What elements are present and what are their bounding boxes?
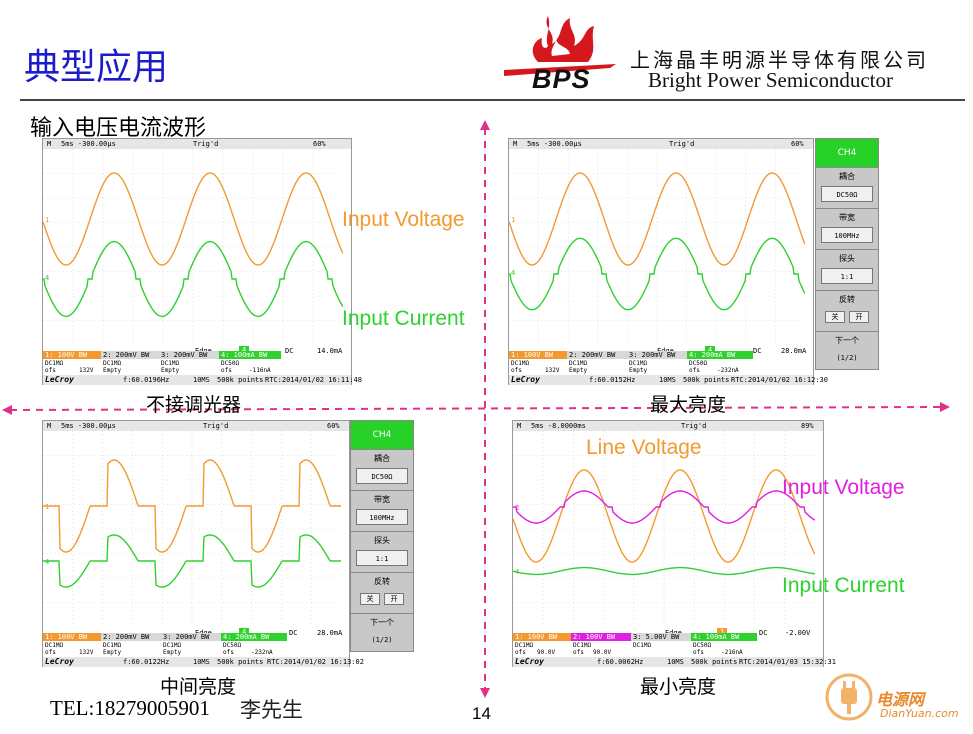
channel-bar: 1: 100V BW 2: 200mV BW 3: 200mV BW 4: 20…: [509, 351, 753, 359]
channel-cells: DC1MΩ DC1MΩ DC1MΩ DC50Ω ofs 90.0V ofs 90…: [515, 642, 743, 656]
probe-menu-item[interactable]: 探头 1:1: [816, 249, 878, 290]
channel-marker: 1: [45, 503, 49, 511]
channel-marker: 4: [515, 568, 519, 576]
scope-menu-icon: M: [517, 422, 522, 430]
trace-input-current: [43, 240, 343, 318]
invert-menu-item[interactable]: 反转关开: [816, 290, 878, 331]
scope-plot-1: 14: [43, 149, 343, 345]
scope-footer: LeCroy f:60.0196Hz 10MS 500k points RTC:…: [43, 375, 362, 385]
ch4-menu-head[interactable]: CH4: [351, 421, 413, 449]
scope-plot-2: 14: [509, 149, 805, 345]
channel-marker: 1: [45, 216, 49, 224]
coupling-menu-item[interactable]: 耦合 DC50Ω: [816, 167, 878, 208]
section-title: 输入电压电流波形: [30, 116, 207, 141]
channel-marker: 2: [515, 504, 519, 512]
channel-cells: DC1MΩ DC1MΩ DC1MΩ DC50Ω ofs 132V Empty E…: [45, 360, 271, 374]
invert-off-button[interactable]: 关: [825, 311, 845, 323]
channel-bar: 1: 100V BW 2: 100V BW 3: 5.00V BW 4: 100…: [513, 633, 757, 641]
company-name-cn: 上海晶丰明源半导体有限公司: [630, 48, 929, 72]
plug-icon: [825, 673, 873, 721]
scope-plot-4: 24: [513, 431, 815, 627]
page-number: 14: [472, 704, 491, 723]
arrow-up-icon: [480, 120, 490, 130]
invert-menu-item[interactable]: 反转关开: [351, 572, 413, 613]
scope-status-bar: M 5ms -300.00µs Trig'd 60%: [43, 421, 349, 431]
scope-menu-icon: M: [47, 140, 52, 148]
trace-input-voltage: [509, 172, 805, 266]
trigger-status: Trig'd: [193, 140, 219, 148]
quadrant-axes: [2, 120, 950, 698]
scope-screen-mid-brightness: M 5ms -300.00µs Trig'd 60% 14 Edge 4 DC …: [42, 420, 364, 667]
arrow-left-icon: [2, 405, 12, 415]
invert-on-button[interactable]: 开: [384, 593, 404, 605]
trace-input-voltage: [43, 459, 341, 553]
trace-input-current: [513, 566, 815, 576]
invert-on-button[interactable]: 开: [849, 311, 869, 323]
label-input-voltage: Input Voltage: [782, 476, 905, 499]
battery-level: 60%: [313, 140, 326, 148]
contact-name: 李先生: [240, 698, 303, 722]
trace-input-voltage: [513, 490, 815, 524]
contact-tel: TEL:18279005901: [50, 696, 210, 720]
label-line-voltage: Line Voltage: [586, 436, 702, 459]
scope-menu-icon: M: [47, 422, 52, 430]
label-input-current: Input Current: [782, 574, 905, 597]
scope-screen-max-brightness: M 5ms -300.00µs Trig'd 60% 14 Edge 4 DC …: [508, 138, 828, 385]
probe-menu-item[interactable]: 探头 1:1: [351, 531, 413, 572]
channel-cells: DC1MΩ DC1MΩ DC1MΩ DC50Ω ofs 132V Empty E…: [45, 642, 273, 656]
channel-marker: 4: [45, 274, 49, 282]
channel-marker: 4: [45, 558, 49, 566]
channel-marker: 1: [511, 216, 515, 224]
scope-status-bar: M 5ms -8.0000ms Trig'd 89%: [513, 421, 823, 431]
trace-input-current: [43, 534, 341, 588]
caption-min-brightness: 最小亮度: [640, 676, 717, 698]
timebase: 5ms -300.00µs: [61, 140, 116, 148]
watermark-url: DianYuan.com: [880, 707, 959, 720]
scope-screen-no-dimmer: M 5ms -300.00µs Trig'd 60% 14 Edge 4 DC …: [42, 138, 362, 385]
bandwidth-menu-item[interactable]: 带宽 100MHz: [816, 208, 878, 249]
header-divider: [20, 99, 965, 101]
channel-cells: DC1MΩ DC1MΩ DC1MΩ DC50Ω ofs 132V Empty E…: [511, 360, 739, 374]
ch4-menu: CH4 耦合 DC50Ω 带宽 100MHz 探头 1:1 反转关开 下一个 (1/2): [350, 420, 414, 652]
channel-marker: 4: [511, 269, 515, 277]
company-name-en: Bright Power Semiconductor: [648, 68, 893, 92]
ch4-menu-head[interactable]: CH4: [816, 139, 878, 167]
scope-screen-min-brightness: M 5ms -8.0000ms Trig'd 89% 24 Edge 1 DC …: [512, 420, 836, 667]
bandwidth-menu-item[interactable]: 带宽 100MHz: [351, 490, 413, 531]
watermark-name: 电源网: [876, 690, 925, 709]
scope-footer: LeCroy f:60.0152Hz 10MS 500k points RTC:…: [509, 375, 828, 385]
scope-menu-icon: M: [513, 140, 518, 148]
next-menu-item[interactable]: 下一个 (1/2): [351, 613, 413, 654]
scope-plot-3: 14: [43, 431, 341, 627]
logo-text: BPS: [532, 64, 591, 94]
caption-no-dimmer: 不接调光器: [146, 394, 242, 416]
scope-status-bar: M 5ms -300.00µs Trig'd 60%: [509, 139, 813, 149]
coupling-menu-item[interactable]: 耦合 DC50Ω: [351, 449, 413, 490]
ch4-menu: CH4 耦合 DC50Ω 带宽 100MHz 探头 1:1 反转关开 下一个 (1/2): [815, 138, 879, 370]
scope-footer: LeCroy f:60.0122Hz 10MS 500k points RTC:…: [43, 657, 364, 667]
arrow-right-icon: [940, 402, 950, 412]
arrow-down-icon: [480, 688, 490, 698]
channel-bar: 1: 100V BW 2: 200mV BW 3: 200mV BW 4: 20…: [43, 633, 287, 641]
channel-bar: 1: 100V BW 2: 200mV BW 3: 200mV BW 4: 10…: [43, 351, 281, 359]
next-menu-item[interactable]: 下一个 (1/2): [816, 331, 878, 372]
invert-off-button[interactable]: 关: [360, 593, 380, 605]
label-input-voltage: Input Voltage: [342, 208, 465, 231]
company-logo: BPS: [498, 10, 630, 94]
trace-input-current: [509, 237, 805, 311]
caption-mid-brightness: 中间亮度: [160, 676, 237, 698]
flame-logo-icon: [504, 16, 616, 76]
trace-input-voltage: [43, 172, 343, 266]
caption-max-brightness: 最大亮度: [650, 394, 727, 416]
scope-footer: LeCroy f:60.0062Hz 10MS 500k points RTC:…: [513, 657, 836, 667]
label-input-current: Input Current: [342, 307, 465, 330]
slide-title: 典型应用: [24, 47, 169, 88]
scope-status-bar: M 5ms -300.00µs Trig'd 60%: [43, 139, 351, 149]
